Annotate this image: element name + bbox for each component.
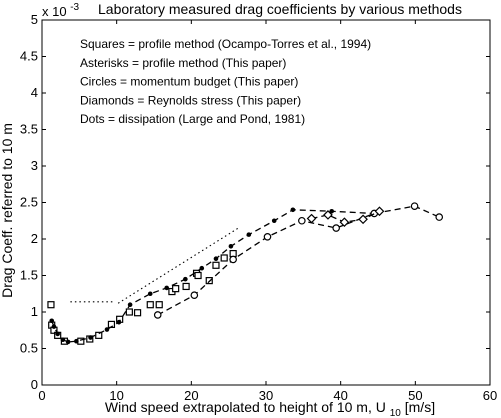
x-tick-label: 0	[38, 388, 45, 403]
asterisk-marker	[247, 232, 252, 237]
y-axis-label: Drag Coeff. referred to 10 m	[0, 123, 15, 298]
y-scale-exponent: -3	[70, 2, 79, 13]
y-tick-label: 0.5	[20, 341, 38, 356]
x-tick-label: 60	[483, 388, 497, 403]
circle-marker	[264, 234, 270, 240]
annotation-4: Diamonds = Reynolds stress (This paper)	[80, 93, 301, 107]
y-tick-label: 3	[31, 158, 38, 173]
annotation-3: Circles = momentum budget (This paper)	[80, 75, 298, 89]
chart-title: Laboratory measured drag coefficients by…	[98, 1, 462, 17]
asterisk-marker	[128, 302, 133, 307]
y-tick-label: 4.5	[20, 49, 38, 64]
square-marker	[221, 255, 227, 261]
square-marker	[135, 310, 141, 316]
square-marker	[173, 286, 179, 292]
asterisk-marker	[88, 335, 93, 340]
asterisk-marker	[55, 332, 60, 337]
square-marker	[156, 302, 162, 308]
circle-marker	[155, 312, 161, 318]
x-tick-label: 40	[333, 388, 347, 403]
annotation-1: Squares = profile method (Ocampo-Torres …	[80, 37, 371, 51]
asterisk-marker	[117, 320, 122, 325]
square-marker	[147, 302, 153, 308]
asterisk-marker	[291, 208, 296, 213]
square-marker	[183, 283, 189, 289]
square-marker	[213, 262, 219, 268]
y-tick-label: 0	[31, 377, 38, 392]
y-tick-label: 4	[31, 85, 38, 100]
y-scale-label: x 10 -3	[42, 2, 80, 19]
asterisk-marker	[49, 318, 54, 323]
x-tick-label: 20	[184, 388, 198, 403]
y-tick-label: 1.5	[20, 268, 38, 283]
asterisk-marker	[229, 244, 234, 249]
circle-marker	[411, 203, 417, 209]
asterisk-marker	[105, 327, 110, 332]
asterisk-marker	[199, 266, 204, 271]
y-tick-label: 5	[31, 12, 38, 27]
asterisk-marker	[52, 324, 57, 329]
circle-marker	[230, 256, 236, 262]
asterisk-marker	[66, 340, 71, 345]
asterisk-marker	[164, 286, 169, 291]
y-tick-label: 3.5	[20, 122, 38, 137]
annotation-5: Dots = dissipation (Large and Pond, 1981…	[80, 112, 305, 126]
y-tick-label: 2.5	[20, 195, 38, 210]
x-axis-label-subscript: 10	[390, 408, 402, 418]
annotation-2: Asterisks = profile method (This paper)	[80, 56, 286, 70]
y-scale-base: x 10	[42, 4, 67, 19]
x-tick-label: 30	[259, 388, 273, 403]
asterisk-marker	[61, 337, 66, 342]
x-tick-label: 10	[109, 388, 123, 403]
asterisk-marker	[214, 256, 219, 261]
square-marker	[126, 309, 132, 315]
asterisk-marker	[183, 277, 188, 282]
asterisk-marker	[272, 218, 277, 223]
circle-marker	[191, 292, 197, 298]
square-marker	[195, 273, 201, 279]
y-tick-label: 2	[31, 231, 38, 246]
x-tick-label: 50	[408, 388, 422, 403]
asterisk-marker	[148, 291, 153, 296]
circle-marker	[333, 225, 339, 231]
asterisk-marker	[74, 339, 79, 344]
circle-marker	[299, 218, 305, 224]
circle-marker	[436, 214, 442, 220]
square-marker	[48, 302, 54, 308]
y-tick-label: 1	[31, 304, 38, 319]
